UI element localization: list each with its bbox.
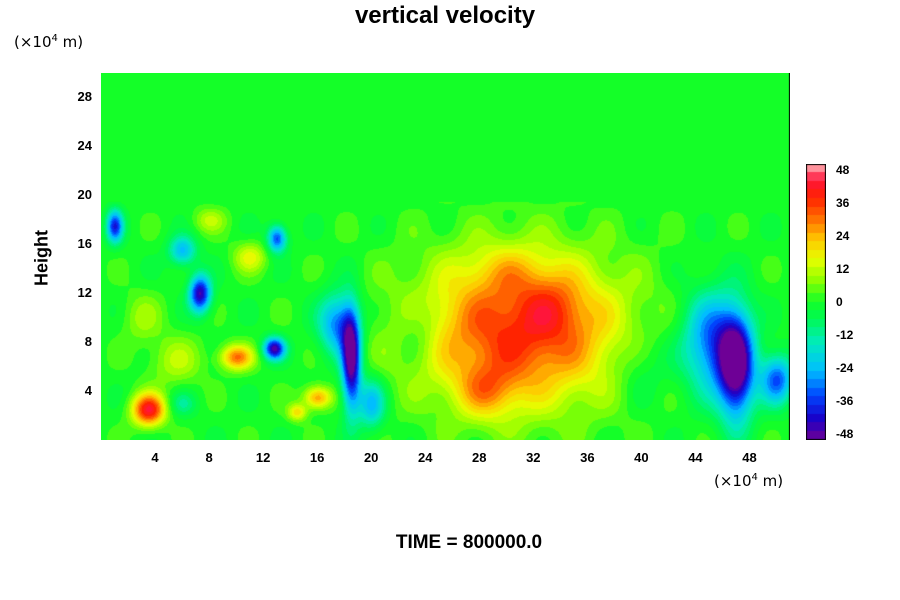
x-tick-label: 28 bbox=[472, 450, 487, 465]
y-tick-label: 24 bbox=[77, 138, 92, 154]
heatmap-plot-area bbox=[101, 73, 790, 440]
chart-title: vertical velocity bbox=[354, 2, 536, 29]
colorbar-tick-label: -36 bbox=[836, 394, 854, 408]
y-tick-label: 20 bbox=[77, 187, 92, 203]
y-tick-label: 4 bbox=[84, 383, 92, 399]
time-label: TIME = 800000.0 bbox=[395, 532, 543, 553]
colorbar-tick-label: 0 bbox=[836, 295, 843, 309]
colorbar-tick-label: 12 bbox=[836, 262, 850, 276]
x-tick-label: 48 bbox=[742, 450, 757, 465]
x-tick-label: 8 bbox=[205, 450, 213, 465]
x-tick-label: 32 bbox=[526, 450, 541, 465]
y-unit-label: (×104 m) bbox=[14, 33, 84, 51]
y-tick-label: 12 bbox=[77, 285, 92, 301]
colorbar bbox=[806, 164, 826, 440]
y-tick-label: 28 bbox=[77, 89, 92, 105]
x-tick-label: 24 bbox=[418, 450, 433, 465]
x-tick-label: 44 bbox=[688, 450, 703, 465]
colorbar-tick-label: -48 bbox=[836, 427, 854, 441]
x-tick-label: 4 bbox=[151, 450, 159, 465]
x-tick-label: 16 bbox=[309, 450, 325, 465]
colorbar-tick-label: 36 bbox=[836, 196, 850, 210]
colorbar-tick-label: 48 bbox=[836, 163, 850, 177]
colorbar-tick-label: 24 bbox=[836, 229, 850, 243]
x-tick-label: 40 bbox=[634, 450, 649, 465]
y-tick-label: 16 bbox=[77, 236, 92, 252]
colorbar-tick-label: -12 bbox=[836, 328, 854, 342]
x-tick-label: 36 bbox=[580, 450, 595, 465]
x-tick-label: 20 bbox=[363, 450, 379, 465]
y-tick-label: 8 bbox=[84, 334, 92, 350]
colorbar-tick-label: -24 bbox=[836, 361, 854, 375]
x-tick-label: 12 bbox=[255, 450, 271, 465]
x-unit-label: (×104 m) bbox=[714, 472, 784, 490]
